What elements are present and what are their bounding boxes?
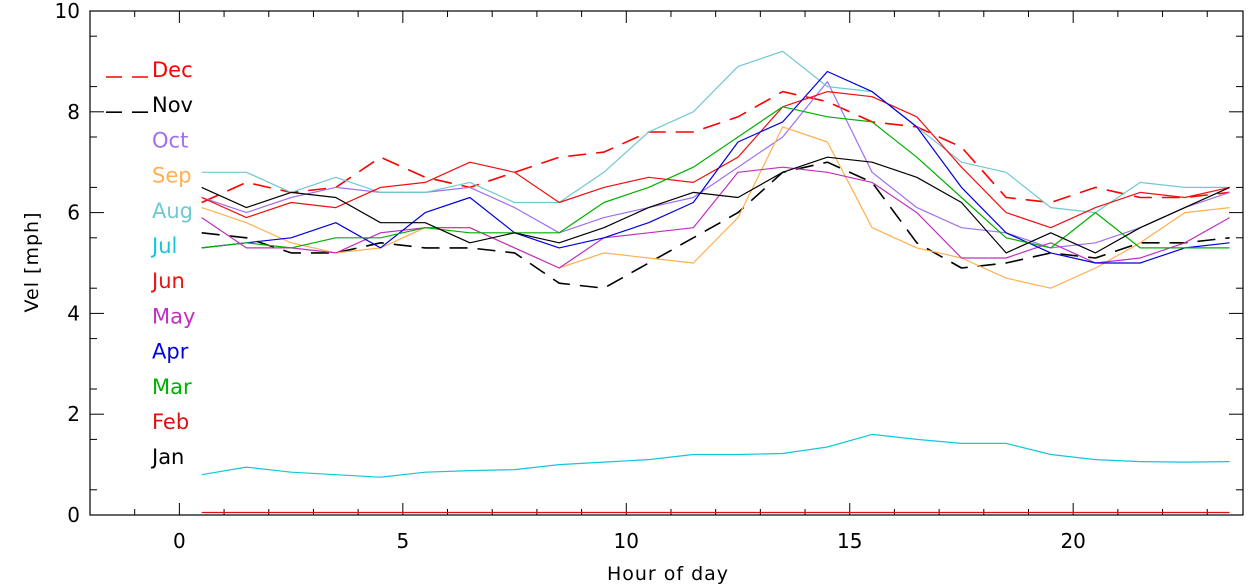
legend-label-aug: Aug	[152, 199, 193, 223]
x-tick-label: 0	[173, 529, 186, 553]
series-line-jun	[201, 90, 1230, 229]
legend-label-jun: Jun	[150, 269, 185, 293]
series-line-apr	[201, 70, 1230, 264]
x-tick-label: 10	[614, 529, 639, 553]
legend-label-mar: Mar	[152, 375, 192, 399]
series-line-oct	[201, 80, 1230, 249]
legend-label-sep: Sep	[152, 164, 192, 188]
legend-label-oct: Oct	[152, 128, 188, 152]
y-tick-label: 8	[67, 100, 80, 124]
legend-label-may: May	[152, 304, 195, 328]
series-line-jan	[201, 156, 1230, 254]
y-tick-label: 0	[67, 503, 80, 527]
y-tick-label: 6	[67, 201, 80, 225]
x-tick-label: 5	[396, 529, 409, 553]
legend-label-apr: Apr	[152, 340, 189, 364]
series-line-may	[201, 166, 1230, 269]
legend-label-jul: Jul	[150, 234, 177, 258]
series-line-nov	[201, 161, 1230, 290]
x-tick-label: 15	[837, 529, 862, 553]
y-tick-label: 4	[67, 301, 80, 325]
series-line-sep	[201, 126, 1230, 289]
legend-label-feb: Feb	[152, 410, 189, 434]
series-line-mar	[201, 106, 1230, 249]
y-axis-title: Vel [mph]	[21, 212, 43, 313]
plot-frame	[89, 10, 1244, 516]
series-line-jul	[201, 433, 1230, 478]
x-axis-title: Hour of day	[607, 563, 729, 585]
legend-label-jan: Jan	[150, 445, 184, 469]
series-line-aug	[201, 50, 1230, 214]
x-tick-label: 20	[1060, 529, 1085, 553]
series-line-dec	[201, 90, 1230, 204]
legend-label-dec: Dec	[152, 58, 193, 82]
y-tick-label: 2	[67, 402, 80, 426]
legend-label-nov: Nov	[152, 93, 193, 117]
y-tick-label: 10	[55, 0, 80, 23]
